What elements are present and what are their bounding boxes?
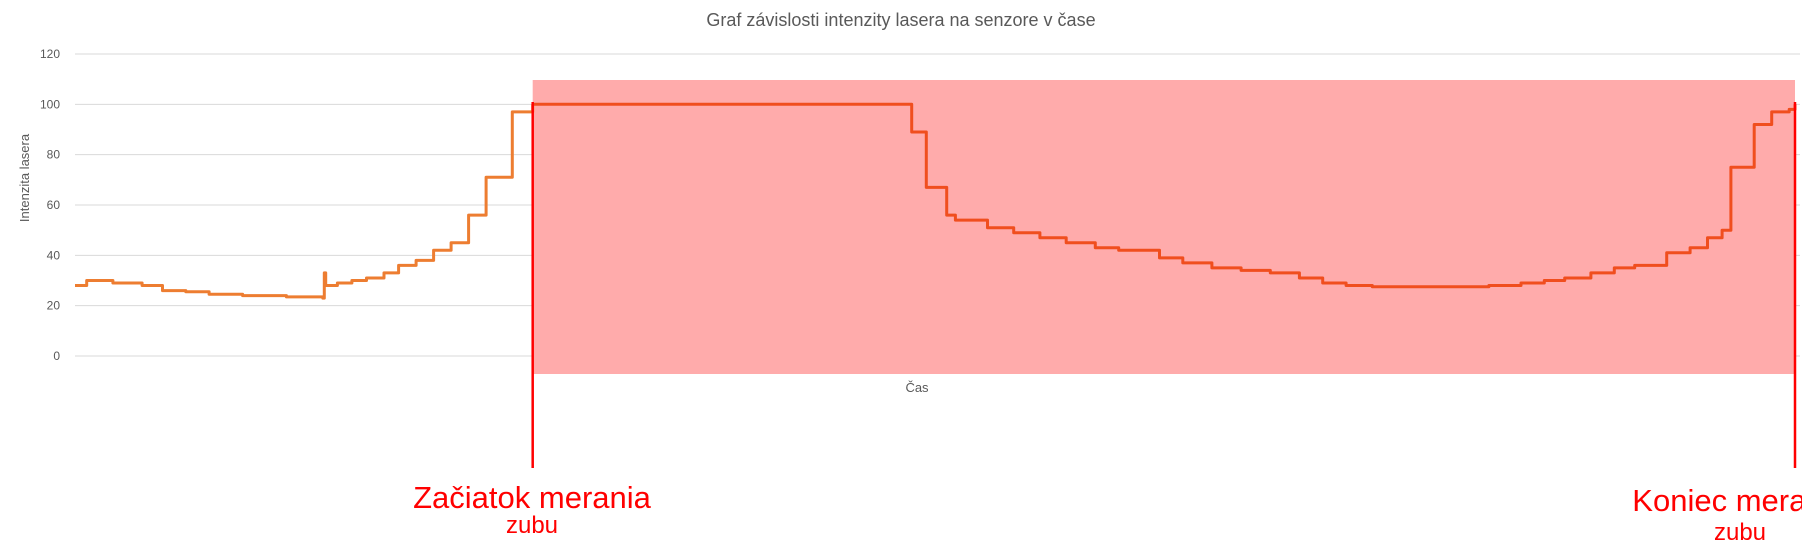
y-tick-label: 80 xyxy=(47,148,61,162)
y-tick-label: 40 xyxy=(47,248,61,262)
series-layer xyxy=(75,102,1797,300)
y-axis-label: Intenzita lasera xyxy=(17,133,32,222)
series-line-during xyxy=(532,102,1797,289)
y-axis-ticks: 0 20 40 60 80 100 120 xyxy=(40,47,60,363)
x-axis-label: Čas xyxy=(905,380,929,395)
y-tick-label: 60 xyxy=(47,198,61,212)
chart-title: Graf závislosti intenzity lasera na senz… xyxy=(706,10,1095,30)
y-tick-label: 100 xyxy=(40,97,60,111)
annotation-label: Koniec merania xyxy=(1632,483,1802,518)
annotation-sublabel: zubu xyxy=(1714,519,1766,546)
annotation-sublabel: zubu xyxy=(506,512,558,539)
measurement-region xyxy=(532,80,1796,374)
annotation-label: Začiatok merania xyxy=(413,480,652,515)
y-tick-label: 20 xyxy=(47,299,61,313)
series-line-before xyxy=(75,104,535,300)
y-tick-label: 0 xyxy=(53,349,60,363)
y-tick-label: 120 xyxy=(40,47,60,61)
